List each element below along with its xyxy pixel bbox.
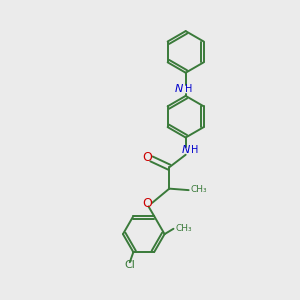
- Text: N: N: [175, 84, 183, 94]
- Text: CH₃: CH₃: [176, 224, 192, 233]
- Text: Cl: Cl: [124, 260, 135, 270]
- Text: O: O: [142, 151, 152, 164]
- Text: H: H: [191, 145, 198, 155]
- Text: N: N: [182, 145, 190, 155]
- Text: H: H: [185, 84, 192, 94]
- Text: O: O: [142, 197, 152, 210]
- Text: CH₃: CH₃: [190, 185, 207, 194]
